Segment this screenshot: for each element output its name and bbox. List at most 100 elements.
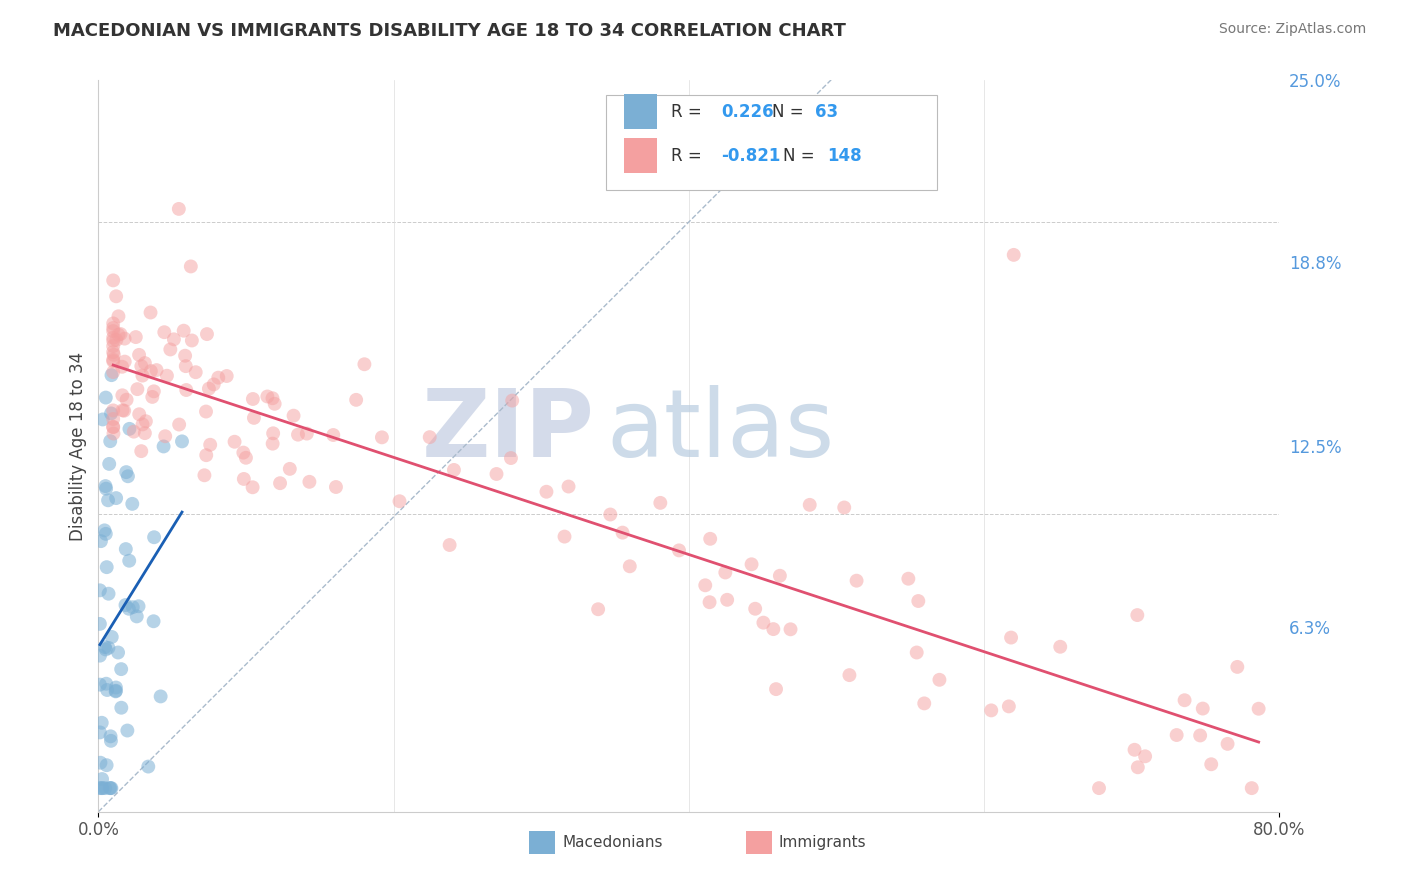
Point (96, 758, 118, 772)
Point (90, 534, 112, 549)
Text: Immigrants: Immigrants (779, 835, 866, 850)
Point (103, 354, 125, 368)
Point (135, 414, 157, 428)
Y-axis label: Disability Age 18 to 34: Disability Age 18 to 34 (69, 351, 87, 541)
Point (90, 715, 112, 730)
Point (202, 377, 225, 392)
Point (1126, 608, 1149, 623)
Point (499, 451, 522, 466)
Point (91, 412, 114, 426)
Point (174, 383, 197, 397)
Point (114, 332, 136, 346)
Point (353, 357, 375, 371)
Point (1226, 660, 1249, 674)
Point (117, 469, 139, 483)
Point (139, 305, 162, 319)
Point (100, 781, 122, 796)
Point (193, 468, 215, 483)
Point (118, 422, 141, 436)
Point (485, 467, 508, 481)
Text: 0.226: 0.226 (721, 103, 773, 120)
Point (96, 560, 118, 574)
Point (100, 729, 122, 743)
Point (905, 646, 928, 660)
Point (714, 566, 737, 580)
Point (117, 723, 139, 738)
Point (1191, 701, 1213, 715)
Point (103, 403, 125, 417)
Point (170, 434, 193, 449)
Point (1189, 728, 1212, 742)
Point (127, 382, 149, 396)
Point (94, 526, 117, 541)
Point (1240, 781, 1263, 796)
Point (1123, 743, 1146, 757)
Point (103, 273, 125, 287)
Point (536, 484, 558, 499)
Point (262, 391, 284, 405)
Point (103, 324, 125, 338)
Point (107, 310, 129, 324)
Point (103, 412, 125, 426)
Point (100, 734, 122, 748)
Point (103, 419, 125, 434)
Point (141, 390, 163, 404)
Point (278, 462, 301, 476)
Point (131, 359, 153, 374)
Point (1199, 757, 1222, 772)
Point (322, 428, 344, 442)
Point (195, 404, 218, 418)
Point (89, 725, 111, 739)
Point (96, 683, 118, 698)
Point (103, 426, 125, 441)
Point (145, 363, 167, 377)
Point (156, 368, 179, 383)
Point (97, 640, 120, 655)
Point (699, 595, 721, 609)
Point (295, 426, 318, 441)
Point (134, 356, 156, 370)
Point (129, 444, 152, 458)
Point (94, 482, 117, 496)
Point (128, 407, 150, 421)
Point (752, 615, 775, 630)
Point (104, 683, 127, 698)
Point (744, 601, 766, 615)
Point (180, 260, 202, 274)
Point (100, 630, 122, 644)
FancyBboxPatch shape (624, 138, 657, 173)
Point (111, 388, 134, 402)
Point (980, 703, 1002, 717)
Point (94, 391, 117, 405)
Point (163, 332, 186, 346)
Point (105, 289, 128, 303)
Point (269, 476, 291, 491)
Point (1002, 248, 1025, 262)
Text: N =: N = (772, 103, 808, 120)
Point (599, 508, 621, 522)
Point (103, 334, 125, 348)
Point (111, 359, 134, 374)
Point (103, 345, 125, 359)
Point (668, 543, 690, 558)
Point (103, 365, 125, 379)
Point (105, 491, 128, 505)
Point (1000, 631, 1022, 645)
Point (262, 436, 284, 450)
Point (741, 558, 763, 572)
Point (110, 326, 132, 341)
Point (207, 370, 229, 384)
Point (167, 202, 190, 216)
Point (174, 349, 197, 363)
Point (118, 554, 141, 568)
Point (554, 530, 576, 544)
Point (215, 369, 238, 384)
Point (96, 677, 118, 691)
Point (114, 354, 136, 368)
Point (103, 321, 125, 335)
Point (89, 616, 111, 631)
Point (104, 684, 127, 698)
Point (283, 409, 305, 423)
Point (256, 389, 278, 403)
Point (195, 327, 218, 342)
